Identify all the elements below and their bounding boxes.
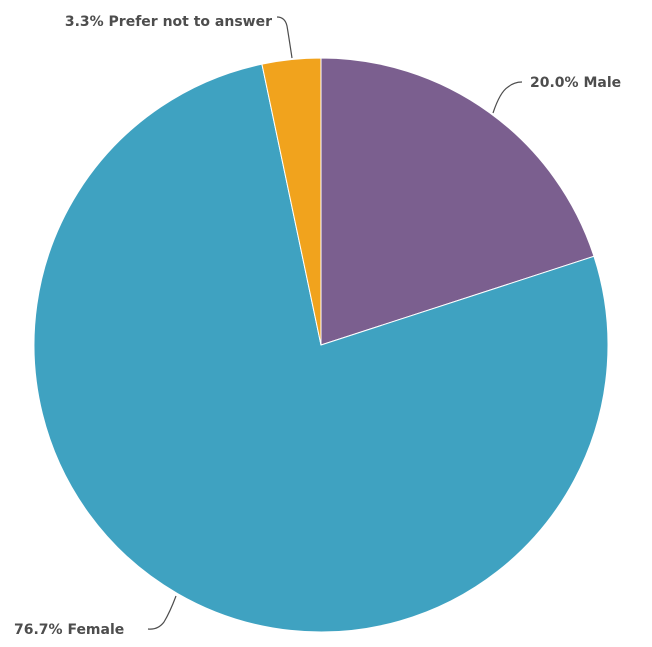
slice-label-prefer-not-to-answer: 3.3% Prefer not to answer	[65, 14, 272, 30]
leader-line-prefer-not-to-answer	[276, 16, 293, 59]
leader-line-male	[492, 81, 523, 114]
pie-slice-prefer-not-to-answer	[261, 57, 322, 346]
pie-slice-female	[33, 63, 609, 633]
pie-slices	[33, 57, 609, 633]
slice-label-male: 20.0% Male	[530, 75, 621, 91]
leader-line-female	[147, 595, 177, 630]
leader-lines	[147, 16, 523, 630]
slice-label-female: 76.7% Female	[14, 622, 124, 638]
pie-slice-male	[320, 57, 595, 346]
